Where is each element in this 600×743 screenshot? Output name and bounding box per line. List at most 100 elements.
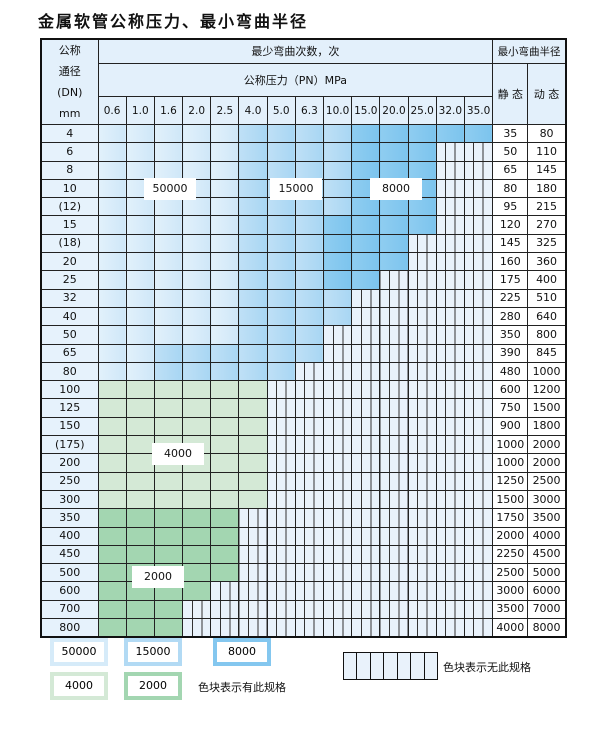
no-spec-cell xyxy=(322,471,353,491)
cycles-cell-8000 xyxy=(379,215,409,235)
cycles-cell-15000 xyxy=(322,123,353,144)
dn-cell: 700 xyxy=(40,599,99,620)
dn-cell: 20 xyxy=(40,252,99,272)
no-spec-cell xyxy=(407,252,437,272)
zone-label-4000: 4000 xyxy=(152,443,204,465)
no-spec-cell xyxy=(463,544,494,565)
dynamic-radius-cell: 4000 xyxy=(527,526,567,546)
cycles-cell-15000 xyxy=(238,306,268,327)
static-radius-cell: 1750 xyxy=(492,508,529,528)
table-row: (175) 1000 2000 xyxy=(40,435,567,455)
dynamic-radius-cell: 2500 xyxy=(527,471,567,491)
no-spec-cell xyxy=(463,343,494,363)
no-spec-cell xyxy=(463,288,494,308)
no-spec-cell xyxy=(322,416,353,437)
dn-cell: 450 xyxy=(40,544,99,565)
no-spec-cell xyxy=(379,526,409,546)
cycles-cell-50000 xyxy=(125,197,155,217)
static-radius-cell: 3000 xyxy=(492,581,529,601)
cycles-cell-2000 xyxy=(125,508,155,528)
cycles-cell-2000 xyxy=(97,508,127,528)
no-spec-cell xyxy=(407,526,437,546)
cycles-cell-50000 xyxy=(210,325,240,345)
cycles-cell-50000 xyxy=(182,197,212,217)
dynamic-radius-cell: 7000 xyxy=(527,599,567,620)
cycles-cell-2000 xyxy=(153,618,184,638)
no-spec-cell xyxy=(435,599,465,620)
cycles-cell-4000 xyxy=(153,489,184,510)
no-spec-cell xyxy=(210,599,240,620)
no-spec-cell xyxy=(407,416,437,437)
legend-label: 8000 xyxy=(217,642,267,662)
cycles-cell-8000 xyxy=(463,123,494,144)
cycles-cell-50000 xyxy=(153,306,184,327)
dynamic-radius-cell: 640 xyxy=(527,306,567,327)
cycles-cell-4000 xyxy=(97,435,127,455)
cycles-cell-8000 xyxy=(351,197,381,217)
cycles-cell-50000 xyxy=(182,142,212,162)
cycles-cell-4000 xyxy=(182,471,212,491)
cycles-cell-4000 xyxy=(238,416,268,437)
cycles-cell-4000 xyxy=(210,471,240,491)
cycles-cell-15000 xyxy=(266,123,296,144)
cycles-cell-8000 xyxy=(351,142,381,162)
no-spec-cell xyxy=(407,544,437,565)
cycles-cell-4000 xyxy=(182,489,212,510)
dynamic-radius-cell: 5000 xyxy=(527,563,567,583)
no-spec-cell xyxy=(435,544,465,565)
no-spec-cell xyxy=(266,599,296,620)
table-row: 80 480 1000 xyxy=(40,361,567,382)
cycles-cell-4000 xyxy=(210,398,240,418)
table-row: 350 1750 3500 xyxy=(40,508,567,528)
cycles-cell-8000 xyxy=(379,123,409,144)
cycles-cell-50000 xyxy=(153,123,184,144)
no-spec-cell xyxy=(266,416,296,437)
no-spec-cell xyxy=(435,142,465,162)
cycles-cell-15000 xyxy=(322,197,353,217)
no-spec-cell xyxy=(322,544,353,565)
dynamic-radius-cell: 3000 xyxy=(527,489,567,510)
no-spec-cell xyxy=(407,508,437,528)
no-spec-cell xyxy=(463,599,494,620)
cycles-cell-4000 xyxy=(97,453,127,473)
cycles-cell-4000 xyxy=(125,380,155,400)
no-spec-cell xyxy=(294,489,325,510)
no-spec-cell xyxy=(463,252,494,272)
cycles-cell-15000 xyxy=(266,270,296,290)
no-spec-cell xyxy=(322,343,353,363)
cycles-cell-15000 xyxy=(238,215,268,235)
no-spec-cell xyxy=(407,343,437,363)
no-spec-cell xyxy=(294,508,325,528)
no-spec-cell xyxy=(463,233,494,254)
no-spec-cell xyxy=(351,563,381,583)
cycles-cell-2000 xyxy=(153,599,184,620)
cycles-cell-50000 xyxy=(182,252,212,272)
cycles-cell-15000 xyxy=(238,343,268,363)
no-spec-cell xyxy=(407,361,437,382)
dynamic-radius-cell: 8000 xyxy=(527,618,567,638)
cycles-cell-15000 xyxy=(294,197,325,217)
table-row: 15 120 270 xyxy=(40,215,567,235)
no-spec-cell xyxy=(351,508,381,528)
cycles-cell-15000 xyxy=(294,215,325,235)
no-spec-cell xyxy=(322,361,353,382)
no-spec-cell xyxy=(322,325,353,345)
static-radius-cell: 2250 xyxy=(492,544,529,565)
cycles-cell-50000 xyxy=(210,288,240,308)
cycles-cell-50000 xyxy=(97,142,127,162)
cycles-cell-4000 xyxy=(125,471,155,491)
cycles-cell-15000 xyxy=(266,288,296,308)
cycles-cell-4000 xyxy=(125,398,155,418)
no-spec-cell xyxy=(266,380,296,400)
table-row: 300 1500 3000 xyxy=(40,489,567,510)
cycles-cell-2000 xyxy=(153,544,184,565)
pressure-header: 6.3 xyxy=(294,96,325,125)
table-row: 6 50 110 xyxy=(40,142,567,162)
no-spec-cell xyxy=(379,563,409,583)
cycles-cell-50000 xyxy=(125,361,155,382)
dn-cell: 80 xyxy=(40,361,99,382)
no-spec-cell xyxy=(379,325,409,345)
cycles-cell-4000 xyxy=(238,453,268,473)
zone-label-50000: 50000 xyxy=(144,178,196,200)
no-spec-cell xyxy=(322,563,353,583)
